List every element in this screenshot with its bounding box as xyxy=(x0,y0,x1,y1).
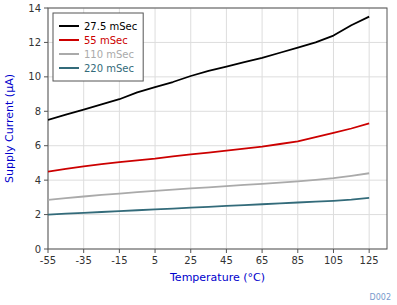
x-grid-line xyxy=(155,8,156,249)
legend-label: 55 mSec xyxy=(84,35,128,46)
legend-swatch xyxy=(59,25,79,27)
x-grid-line xyxy=(297,8,298,249)
y-grid-line xyxy=(48,111,387,112)
x-tick-label: 65 xyxy=(256,255,269,266)
x-axis-label: Temperature (°C) xyxy=(169,271,265,284)
x-tick-label: 85 xyxy=(291,255,304,266)
y-tick-label: 12 xyxy=(28,37,41,48)
y-tick-label: 10 xyxy=(28,71,41,82)
series-line xyxy=(48,173,369,200)
y-tick xyxy=(44,180,48,181)
x-grid-line xyxy=(226,8,227,249)
legend: 27.5 mSec 55 mSec 110 mSec 220 mSec xyxy=(53,13,143,81)
x-tick-label: 25 xyxy=(184,255,197,266)
y-tick-label: 8 xyxy=(35,106,41,117)
x-tick-label: 105 xyxy=(324,255,343,266)
y-tick-label: 2 xyxy=(35,209,41,220)
x-grid-line xyxy=(333,8,334,249)
grid xyxy=(48,8,387,249)
plot-area xyxy=(48,8,387,249)
watermark: D002 xyxy=(370,293,391,302)
x-tick-label: -35 xyxy=(76,255,92,266)
x-tick xyxy=(262,249,263,253)
x-tick xyxy=(119,249,120,253)
x-grid-line xyxy=(190,8,191,249)
series-line xyxy=(48,198,369,215)
x-grid-line xyxy=(369,8,370,249)
legend-swatch xyxy=(59,53,79,55)
legend-label: 220 mSec xyxy=(84,63,134,74)
y-tick xyxy=(44,145,48,146)
y-grid-line xyxy=(48,145,387,146)
x-tick-label: 125 xyxy=(360,255,379,266)
legend-label: 27.5 mSec xyxy=(84,21,137,32)
series-line xyxy=(48,123,369,171)
y-tick-label: 4 xyxy=(35,175,41,186)
x-tick-label: 45 xyxy=(220,255,233,266)
y-tick-label: 6 xyxy=(35,140,41,151)
y-tick xyxy=(44,76,48,77)
y-tick xyxy=(44,8,48,9)
y-grid-line xyxy=(48,214,387,215)
x-tick-label: -15 xyxy=(111,255,127,266)
y-tick xyxy=(44,249,48,250)
x-tick-label: -55 xyxy=(40,255,56,266)
x-tick-label: 5 xyxy=(152,255,158,266)
y-tick-label: 14 xyxy=(28,3,41,14)
y-axis-label: Supply Current (μA) xyxy=(3,74,16,183)
y-tick xyxy=(44,42,48,43)
chart: -55 -35 -15 5 25 45 65 85 105 125 0 2 4 6 8 10 12 14 27.5 … xyxy=(0,0,397,305)
legend-swatch xyxy=(59,67,79,69)
legend-swatch xyxy=(59,39,79,41)
x-tick xyxy=(190,249,191,253)
x-tick xyxy=(369,249,370,253)
x-tick xyxy=(333,249,334,253)
y-grid-line xyxy=(48,180,387,181)
x-tick xyxy=(297,249,298,253)
legend-box xyxy=(53,13,143,81)
y-tick xyxy=(44,214,48,215)
y-tick-label: 0 xyxy=(35,244,41,255)
plot-frame xyxy=(48,8,387,249)
x-tick xyxy=(48,249,49,253)
x-grid-line xyxy=(262,8,263,249)
x-tick xyxy=(155,249,156,253)
legend-label: 110 mSec xyxy=(84,49,134,60)
x-tick xyxy=(226,249,227,253)
y-tick xyxy=(44,111,48,112)
x-tick xyxy=(83,249,84,253)
